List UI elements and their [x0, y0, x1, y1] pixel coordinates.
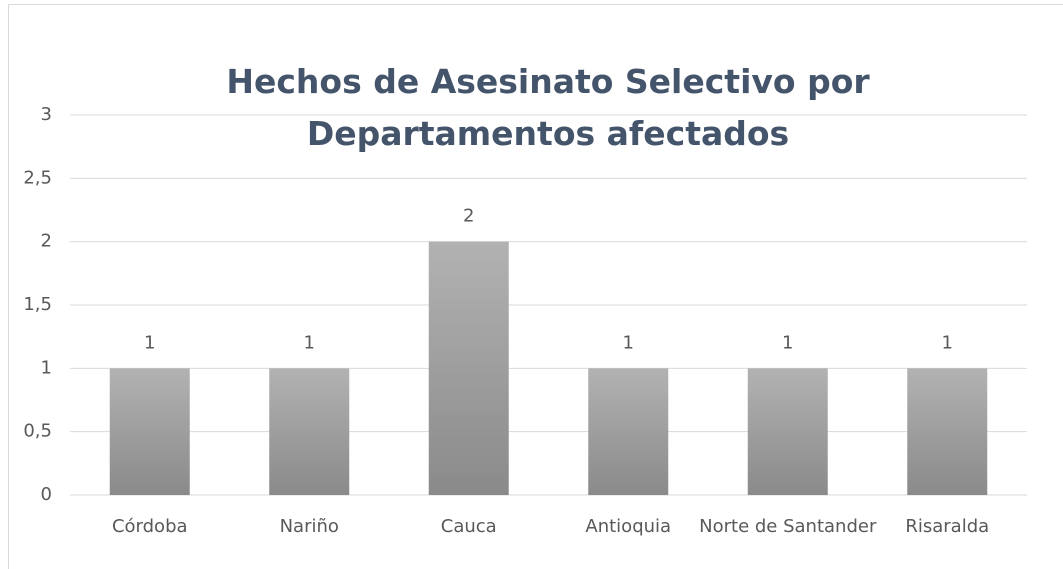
bar [428, 241, 509, 495]
y-tick-label: 0,5 [23, 421, 52, 442]
x-tick-label: Norte de Santander [699, 516, 877, 537]
bar [109, 368, 190, 495]
y-tick-label: 1 [41, 357, 52, 378]
x-tick-label: Nariño [280, 516, 339, 537]
data-label: 2 [463, 206, 474, 227]
y-tick-label: 1,5 [23, 294, 52, 315]
x-tick-label: Córdoba [112, 516, 188, 537]
y-tick-label: 3 [41, 104, 52, 125]
data-label: 1 [942, 332, 953, 353]
x-tick-label: Risaralda [905, 516, 989, 537]
chart-title: Hechos de Asesinato Selectivo por Depart… [226, 62, 870, 153]
chart-border [8, 4, 1063, 569]
data-label: 1 [623, 332, 634, 353]
bar [907, 368, 988, 495]
data-label: 1 [304, 332, 315, 353]
y-tick-label: 0 [41, 484, 52, 505]
bar [269, 368, 350, 495]
bar [747, 368, 828, 495]
bar [588, 368, 669, 495]
y-tick-label: 2 [41, 231, 52, 252]
x-tick-label: Antioquia [585, 516, 671, 537]
x-tick-label: Cauca [441, 516, 497, 537]
data-label: 1 [144, 332, 155, 353]
data-label: 1 [782, 332, 793, 353]
y-tick-label: 2,5 [23, 167, 52, 188]
